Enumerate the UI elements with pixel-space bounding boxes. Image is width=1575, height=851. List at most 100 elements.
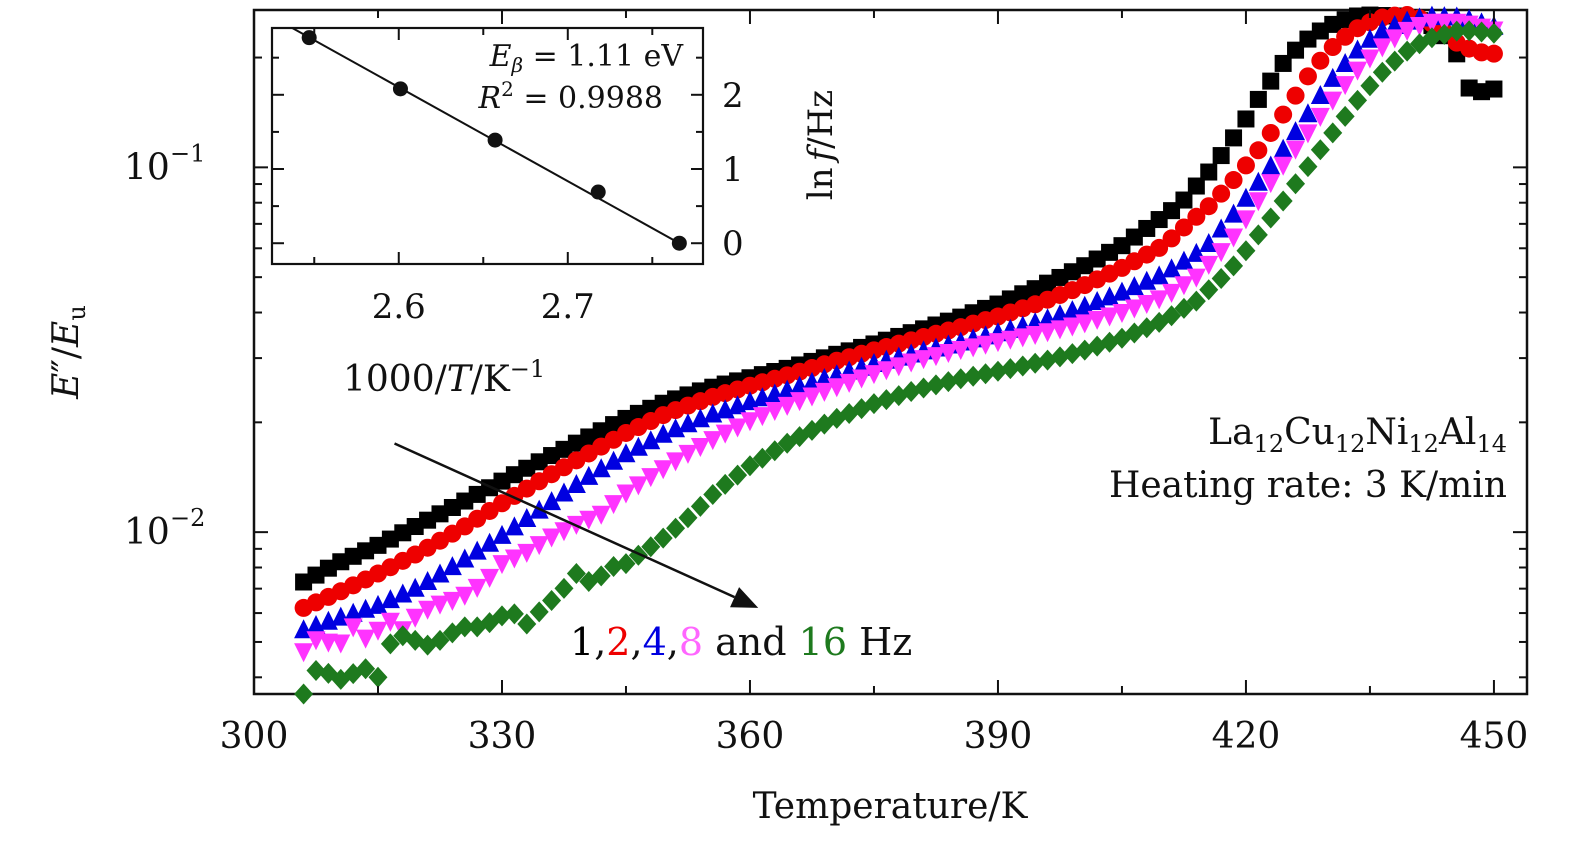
- data-point: [1124, 276, 1144, 296]
- data-point: [1100, 307, 1120, 327]
- data-point: [1062, 317, 1082, 337]
- data-point: [1162, 258, 1182, 278]
- data-point: [1261, 174, 1281, 194]
- y-axis-label: E″/Eu: [46, 305, 91, 400]
- data-point: [405, 577, 425, 597]
- data-point: [1273, 156, 1293, 176]
- data-point: [951, 340, 971, 360]
- data-point: [430, 629, 450, 651]
- heating-rate-label: Heating rate: 3 K/min: [1109, 465, 1507, 506]
- inset-fit-line: [291, 27, 680, 245]
- data-point: [1348, 61, 1368, 81]
- data-point: [542, 491, 562, 511]
- data-point: [963, 338, 983, 358]
- data-point: [591, 458, 611, 478]
- data-point: [343, 618, 363, 638]
- data-point: [356, 629, 376, 649]
- data-point: [802, 387, 822, 407]
- data-point: [1186, 290, 1206, 312]
- data-point: [542, 590, 562, 612]
- data-point: [1187, 177, 1205, 195]
- data-point: [1311, 51, 1330, 70]
- data-point: [405, 608, 425, 628]
- data-point: [1174, 250, 1194, 270]
- data-point: [1200, 163, 1218, 181]
- data-point: [542, 528, 562, 548]
- data-point: [294, 683, 314, 705]
- data-point: [1385, 29, 1405, 49]
- data-point: [554, 482, 574, 502]
- data-point: [641, 536, 661, 558]
- data-point: [827, 378, 847, 398]
- data-point: [1360, 28, 1380, 48]
- data-point: [1273, 190, 1293, 212]
- inset-plot: 2.6 2.7 0 1 2: [272, 27, 744, 327]
- data-point: [480, 568, 500, 588]
- data-point: [1224, 203, 1244, 223]
- y-tick-label: 10: [124, 512, 170, 553]
- data-point: [467, 578, 487, 598]
- data-point: [1360, 75, 1380, 97]
- data-point: [628, 436, 648, 456]
- data-point: [554, 577, 574, 599]
- data-point: [455, 548, 475, 568]
- data-point: [1174, 276, 1194, 296]
- data-point: [1335, 105, 1355, 127]
- data-point: [1274, 54, 1292, 72]
- legend-16hz: 16: [799, 620, 847, 664]
- data-point: [492, 605, 512, 627]
- data-point: [480, 532, 500, 552]
- data-point: [715, 473, 735, 495]
- data-point: [504, 516, 524, 536]
- data-point: [1137, 270, 1157, 290]
- data-point: [1261, 207, 1281, 229]
- data-point: [678, 444, 698, 464]
- frequency-legend: 1,2,4,8 and 16 Hz: [570, 620, 912, 664]
- data-point: [1273, 138, 1293, 158]
- data-point: [1000, 330, 1020, 350]
- data-point: [1348, 39, 1368, 59]
- data-point: [1149, 265, 1169, 285]
- data-point: [666, 452, 686, 472]
- data-point: [976, 363, 996, 385]
- data-point: [1447, 20, 1467, 42]
- data-point: [752, 447, 772, 469]
- data-point: [814, 382, 834, 402]
- inset-data-point: [487, 132, 503, 148]
- data-point: [1335, 53, 1355, 73]
- data-point: [1485, 80, 1503, 98]
- data-point: [1286, 86, 1305, 105]
- data-point: [504, 603, 524, 625]
- data-point: [517, 543, 537, 563]
- series-2hz: [294, 5, 1503, 617]
- data-point: [442, 591, 462, 611]
- data-point: [1199, 232, 1219, 252]
- data-point: [1174, 297, 1194, 319]
- data-point: [1248, 192, 1268, 212]
- data-point: [368, 666, 388, 688]
- data-point: [1360, 49, 1380, 69]
- frequency-arrow-head: [730, 587, 759, 608]
- data-point: [1149, 290, 1169, 310]
- data-point: [852, 369, 872, 389]
- data-point: [1286, 173, 1306, 195]
- data-point: [1397, 40, 1417, 62]
- data-point: [1422, 13, 1442, 33]
- data-point: [1038, 323, 1058, 343]
- data-point: [1434, 13, 1454, 33]
- data-point: [976, 335, 996, 355]
- sample-label: La12Cu12Ni12Al14: [1208, 412, 1507, 458]
- data-point: [318, 633, 338, 653]
- data-point: [1236, 187, 1256, 207]
- data-point: [1310, 139, 1330, 161]
- data-point: [1013, 328, 1033, 348]
- data-point: [653, 423, 673, 443]
- data-point: [901, 353, 921, 373]
- data-point: [529, 601, 549, 623]
- y-label-prime: ″: [46, 359, 87, 372]
- data-point: [653, 527, 673, 549]
- data-point: [294, 643, 314, 663]
- data-point: [504, 549, 524, 569]
- data-point: [591, 505, 611, 525]
